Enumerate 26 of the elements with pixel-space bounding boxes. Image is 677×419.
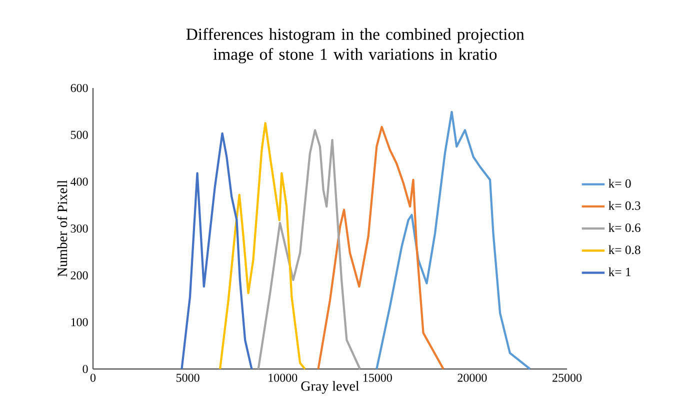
x-axis-title: Gray level [301,380,360,394]
y-tick-label: 400 [70,178,88,186]
line-series [317,126,444,370]
y-tick-label: 300 [70,224,88,233]
legend-label: k= 0.6 [608,223,640,232]
y-tick-label: 600 [70,84,88,92]
x-tick-label: 25000 [552,374,582,382]
x-tick-label: 0 [90,374,96,382]
y-axis-title: Number of Pixell [57,180,68,277]
x-tick-label: 15000 [363,374,392,382]
y-tick-label: 100 [71,318,88,326]
line-series [257,129,362,370]
x-tick-label: 10000 [268,374,298,382]
legend-label: k= 0.8 [608,245,640,254]
y-tick-label: 200 [70,271,88,280]
legend-label: k= 0 [608,178,631,188]
chart-title: Differences histogram in the combined projection image of stone 1 with variations in kratio [186,28,524,64]
legend-label: k= 0.3 [608,200,640,210]
line-series [180,132,253,370]
x-tick-label: 5000 [176,374,200,382]
y-tick-label: 0 [82,364,88,374]
y-tick-label: 500 [70,130,88,139]
x-tick-label: 20000 [458,374,487,382]
line-series [218,122,306,370]
line-series [376,110,532,370]
legend-label: k= 1 [608,267,631,276]
